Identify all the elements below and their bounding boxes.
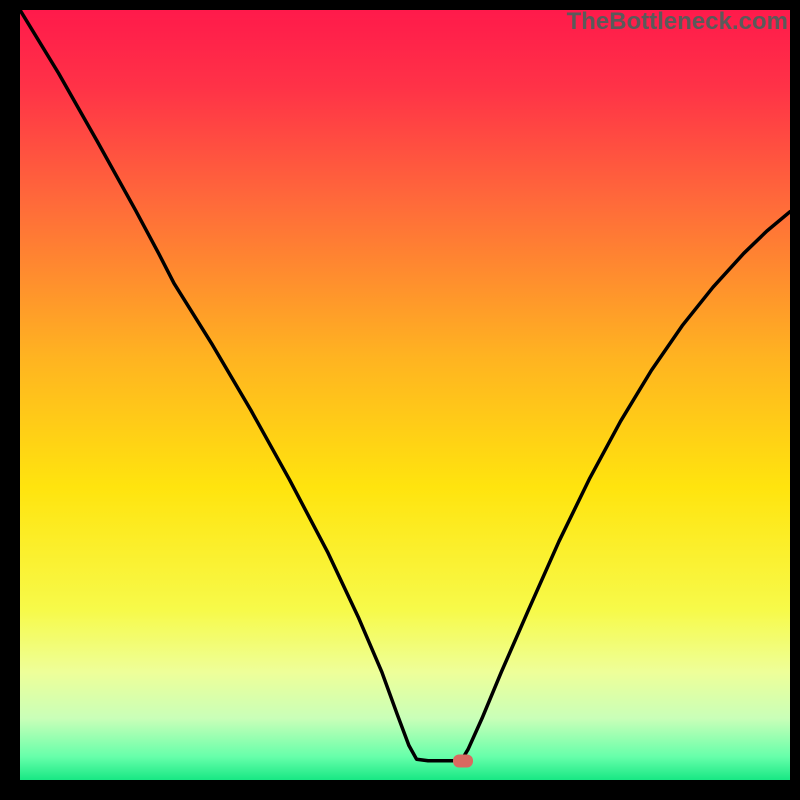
plot-area	[20, 10, 790, 780]
optimal-point-marker	[453, 754, 473, 767]
bottleneck-curve	[20, 10, 790, 780]
chart-frame: TheBottleneck.com	[0, 0, 800, 800]
watermark-text: TheBottleneck.com	[567, 8, 788, 36]
